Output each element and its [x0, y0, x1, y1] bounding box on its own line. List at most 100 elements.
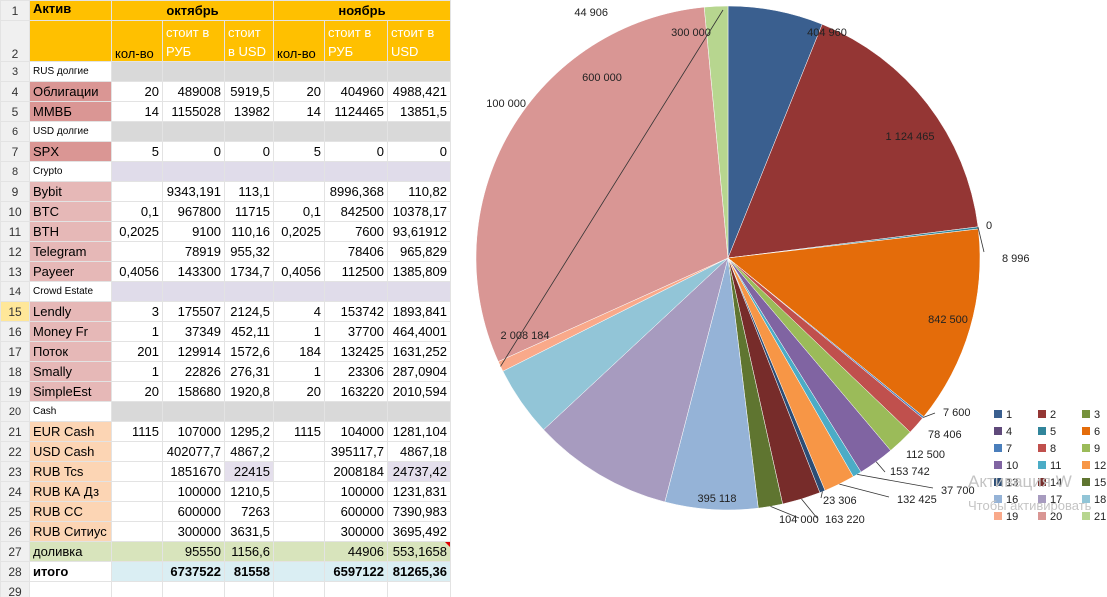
- value-cell[interactable]: 1115: [273, 421, 325, 442]
- value-cell[interactable]: 100000: [324, 481, 388, 502]
- value-cell[interactable]: 0: [162, 141, 225, 162]
- value-cell[interactable]: 464,4001: [387, 321, 451, 342]
- value-cell[interactable]: 1155028: [162, 101, 225, 122]
- row-header-1[interactable]: 1: [0, 0, 30, 21]
- value-cell[interactable]: 965,829: [387, 241, 451, 262]
- value-cell[interactable]: 489008: [162, 81, 225, 102]
- value-cell[interactable]: 20: [273, 81, 325, 102]
- cell[interactable]: [324, 401, 388, 422]
- value-cell[interactable]: 1: [111, 361, 163, 382]
- cell[interactable]: [273, 61, 325, 82]
- value-cell[interactable]: 11715: [224, 201, 274, 222]
- cell[interactable]: [324, 161, 388, 182]
- row-header-13[interactable]: 13: [0, 261, 30, 282]
- value-cell[interactable]: 4988,421: [387, 81, 451, 102]
- value-cell[interactable]: 100000: [162, 481, 225, 502]
- qty-header-nov[interactable]: кол-во: [273, 20, 325, 62]
- cell[interactable]: [162, 61, 225, 82]
- value-cell[interactable]: 5919,5: [224, 81, 274, 102]
- value-cell[interactable]: 78406: [324, 241, 388, 262]
- value-cell[interactable]: [111, 461, 163, 482]
- value-cell[interactable]: 1156,6: [224, 541, 274, 562]
- value-cell[interactable]: [273, 181, 325, 202]
- cell[interactable]: [387, 281, 451, 302]
- cell[interactable]: [387, 121, 451, 142]
- value-cell[interactable]: 4: [273, 301, 325, 322]
- section-label-cash[interactable]: Cash: [29, 401, 112, 422]
- row-header-24[interactable]: 24: [0, 481, 30, 502]
- value-cell[interactable]: 132425: [324, 341, 388, 362]
- asset-label-r17[interactable]: Поток: [29, 341, 112, 362]
- cell[interactable]: [224, 61, 274, 82]
- value-cell[interactable]: [111, 181, 163, 202]
- asset-label-r26[interactable]: RUB Ситиус: [29, 521, 112, 542]
- row-header-29[interactable]: 29: [0, 581, 30, 597]
- asset-label-r28[interactable]: итого: [29, 561, 112, 582]
- value-cell[interactable]: 20: [111, 381, 163, 402]
- value-cell[interactable]: 175507: [162, 301, 225, 322]
- value-cell[interactable]: 1631,252: [387, 341, 451, 362]
- cell[interactable]: [387, 161, 451, 182]
- value-cell[interactable]: 8996,368: [324, 181, 388, 202]
- cell[interactable]: [273, 281, 325, 302]
- cell[interactable]: [111, 581, 163, 597]
- row-header-7[interactable]: 7: [0, 141, 30, 162]
- pie-slice-2[interactable]: [727, 23, 979, 259]
- value-cell[interactable]: 201: [111, 341, 163, 362]
- cell[interactable]: [273, 161, 325, 182]
- cell[interactable]: [324, 121, 388, 142]
- section-label-crypto[interactable]: Crypto: [29, 161, 112, 182]
- value-cell[interactable]: 14: [111, 101, 163, 122]
- value-cell[interactable]: 24737,42: [387, 461, 451, 482]
- value-cell[interactable]: 7390,983: [387, 501, 451, 522]
- value-cell[interactable]: 10378,17: [387, 201, 451, 222]
- asset-label-r11[interactable]: BTH: [29, 221, 112, 242]
- row-header-3[interactable]: 3: [0, 61, 30, 82]
- pie-slice-6[interactable]: [727, 228, 981, 418]
- value-cell[interactable]: 107000: [162, 421, 225, 442]
- value-cell[interactable]: [111, 541, 163, 562]
- row-header-10[interactable]: 10: [0, 201, 30, 222]
- asset-label-r13[interactable]: Payeer: [29, 261, 112, 282]
- cell[interactable]: [324, 281, 388, 302]
- cell[interactable]: [111, 121, 163, 142]
- october-header[interactable]: октябрь: [111, 0, 274, 21]
- row-header-15[interactable]: 15: [0, 301, 30, 322]
- row-header-19[interactable]: 19: [0, 381, 30, 402]
- cell[interactable]: [111, 281, 163, 302]
- value-cell[interactable]: [111, 521, 163, 542]
- asset-label-r23[interactable]: RUB Tcs: [29, 461, 112, 482]
- cell[interactable]: [162, 281, 225, 302]
- asset-label-r27[interactable]: доливка: [29, 541, 112, 562]
- row-header-12[interactable]: 12: [0, 241, 30, 262]
- value-cell[interactable]: 9100: [162, 221, 225, 242]
- cell[interactable]: [224, 161, 274, 182]
- row-header-6[interactable]: 6: [0, 121, 30, 142]
- value-cell[interactable]: [273, 461, 325, 482]
- value-cell[interactable]: 81558: [224, 561, 274, 582]
- value-cell[interactable]: 112500: [324, 261, 388, 282]
- value-cell[interactable]: 0,4056: [111, 261, 163, 282]
- value-cell[interactable]: 1851670: [162, 461, 225, 482]
- value-cell[interactable]: 153742: [324, 301, 388, 322]
- value-cell[interactable]: 600000: [162, 501, 225, 522]
- value-cell[interactable]: 37700: [324, 321, 388, 342]
- value-cell[interactable]: [111, 501, 163, 522]
- value-cell[interactable]: 0,1: [273, 201, 325, 222]
- value-cell[interactable]: 1385,809: [387, 261, 451, 282]
- value-cell[interactable]: [273, 561, 325, 582]
- cell[interactable]: [273, 121, 325, 142]
- row-header-28[interactable]: 28: [0, 561, 30, 582]
- cell[interactable]: [387, 401, 451, 422]
- pie-slice-21[interactable]: [703, 5, 729, 259]
- value-cell[interactable]: 600000: [324, 501, 388, 522]
- row-header-23[interactable]: 23: [0, 461, 30, 482]
- value-cell[interactable]: 23306: [324, 361, 388, 382]
- value-cell[interactable]: 0: [224, 141, 274, 162]
- asset-label-r10[interactable]: BTC: [29, 201, 112, 222]
- november-header[interactable]: ноябрь: [273, 0, 451, 21]
- value-cell[interactable]: 44906: [324, 541, 388, 562]
- qty-header-oct[interactable]: кол-во: [111, 20, 163, 62]
- value-cell[interactable]: 967800: [162, 201, 225, 222]
- value-cell[interactable]: 20: [273, 381, 325, 402]
